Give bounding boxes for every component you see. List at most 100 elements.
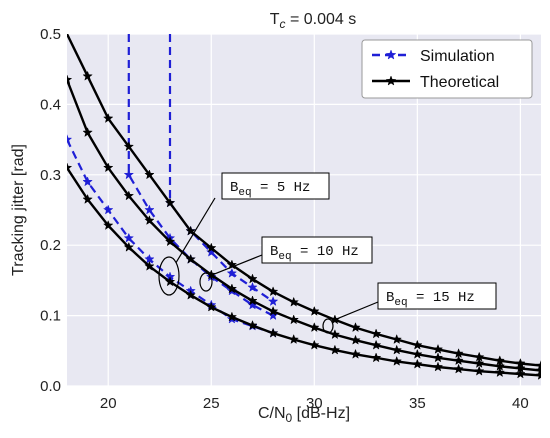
x-axis-label-sub: 0 <box>286 411 293 425</box>
annotation-ellipse <box>199 272 213 292</box>
simulation-marker <box>144 204 155 215</box>
theoretical-marker <box>515 368 526 379</box>
theoretical-marker <box>412 348 423 359</box>
annotation-base: B <box>230 180 238 196</box>
legend-star-icon <box>385 49 397 60</box>
theoretical-marker <box>185 253 196 264</box>
theoretical-marker <box>309 305 320 316</box>
annotation-leader <box>331 301 379 322</box>
theoretical-marker <box>412 358 423 369</box>
legend-label: Theoretical <box>420 74 499 91</box>
y-tick-label: 0.1 <box>40 308 61 325</box>
x-tick-label: 25 <box>203 395 220 412</box>
theoretical-marker <box>309 322 320 333</box>
annotation-beq-15: Beq = 15 Hz <box>322 282 497 334</box>
y-tick-label: 0.5 <box>40 26 61 43</box>
annotation-box <box>261 236 373 264</box>
x-tick-label: 30 <box>306 395 323 412</box>
annotation-rest: = 10 Hz <box>292 244 359 260</box>
chart-title-sub: c <box>280 17 286 31</box>
simulation-marker <box>123 232 135 243</box>
annotation-base: B <box>270 244 278 260</box>
theoretical-marker <box>288 333 299 344</box>
theoretical-marker <box>164 236 176 247</box>
series-group <box>67 34 541 380</box>
theoretical-marker <box>350 334 361 345</box>
theoretical-marker <box>535 364 541 375</box>
legend-label: Simulation <box>420 48 495 65</box>
theoretical-marker <box>164 276 176 287</box>
y-tick-label: 0.2 <box>40 237 61 254</box>
x-axis-label: C/N0 [dB-Hz] <box>258 405 350 425</box>
theoretical-marker <box>453 355 464 366</box>
chart-title: Tc = 0.004 s <box>270 11 357 31</box>
theoretical-marker <box>391 344 402 355</box>
theoretical-marker <box>103 219 114 230</box>
theoretical-line-beq-5 <box>67 34 541 367</box>
theoretical-series-beq-15 <box>67 162 541 380</box>
theoretical-marker <box>67 74 73 85</box>
theoretical-marker <box>185 225 196 236</box>
x-tick-label: 35 <box>409 395 426 412</box>
x-tick-label: 40 <box>512 395 529 412</box>
theoretical-marker <box>432 352 444 363</box>
theoretical-marker <box>391 333 402 344</box>
annotation-beq-10: Beq = 10 Hz <box>199 236 373 292</box>
theoretical-marker <box>432 343 444 354</box>
annotation-sub: eq <box>394 297 407 309</box>
annotation-leader <box>175 197 216 264</box>
simulation-line-beq-10 <box>127 34 274 317</box>
theoretical-marker <box>288 314 300 325</box>
simulation-marker <box>103 204 114 215</box>
theoretical-marker <box>350 322 361 333</box>
y-tick-label: 0.3 <box>40 167 61 184</box>
theoretical-marker <box>144 215 155 225</box>
theoretical-marker <box>350 348 361 359</box>
theoretical-line-beq-15 <box>67 167 541 377</box>
theoretical-marker <box>267 305 279 316</box>
theoretical-marker <box>164 197 176 208</box>
theoretical-marker <box>226 311 238 322</box>
theoretical-series-beq-10 <box>67 74 541 375</box>
simulation-marker <box>226 267 238 278</box>
annotation-label: Beq = 15 Hz <box>386 290 475 309</box>
theoretical-marker <box>206 301 217 312</box>
annotation-box <box>377 282 497 310</box>
ticks: 20 25 30 35 40 0.0 0.1 0.2 0.3 0.4 0.5 <box>40 26 529 412</box>
theoretical-marker <box>247 295 258 306</box>
simulation-marker <box>123 169 135 180</box>
theoretical-marker <box>370 339 382 350</box>
theoretical-marker <box>82 193 93 204</box>
annotation-sub: eq <box>238 187 251 199</box>
theoretical-marker <box>144 169 155 180</box>
annotation-ellipse <box>322 318 334 334</box>
annotation-label: Beq = 10 Hz <box>270 244 359 263</box>
x-tick-label: 20 <box>100 395 117 412</box>
theoretical-marker <box>226 283 238 294</box>
theoretical-marker <box>370 352 382 363</box>
simulation-marker <box>247 281 258 292</box>
theoretical-marker <box>412 339 423 350</box>
annotation-leader <box>209 254 263 277</box>
theoretical-marker <box>67 162 73 173</box>
theoretical-marker <box>144 260 155 271</box>
annotation-sub: eq <box>278 251 291 263</box>
theoretical-marker <box>103 113 114 123</box>
theoretical-marker <box>473 358 485 368</box>
grid <box>67 33 541 387</box>
simulation-marker <box>82 176 93 187</box>
theoretical-marker <box>288 296 300 307</box>
legend-item-theoretical: Theoretical <box>372 74 499 91</box>
theoretical-marker <box>309 339 320 350</box>
theoretical-marker <box>123 241 135 252</box>
legend: Simulation Theoretical <box>361 39 533 99</box>
theoretical-marker <box>123 190 135 201</box>
y-tick-label: 0.4 <box>40 96 61 113</box>
theoretical-marker <box>473 365 485 376</box>
theoretical-marker <box>535 369 541 380</box>
theoretical-marker <box>391 355 402 366</box>
y-axis-label: Tracking jitter [rad] <box>10 144 27 276</box>
theoretical-marker <box>206 242 217 253</box>
